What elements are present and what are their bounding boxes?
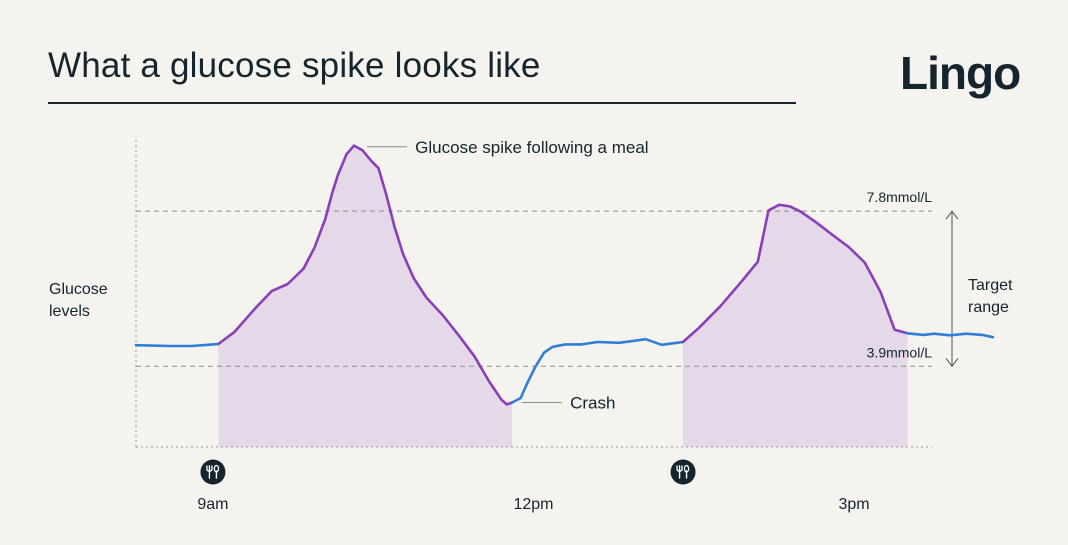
annotation-label-1: Crash (570, 393, 615, 412)
target-range-label-line-1: Target (968, 277, 1013, 294)
fork-knife-icon (670, 459, 696, 485)
target-range-label-line-2: range (968, 299, 1009, 316)
axes-layer: 7.8mmol/L 3.9mmol/L (135, 140, 959, 448)
tick-layer: 9am 12pm 3pm (197, 496, 869, 513)
reference-line-label-1: 3.9mmol/L (867, 344, 933, 360)
spike-fill-layer (218, 145, 908, 447)
target-range-arrow-bottom-head (945, 357, 959, 368)
y-axis-label-line-2: levels (49, 303, 90, 320)
page-title: What a glucose spike looks like (48, 46, 541, 85)
brand-logo: Lingo (900, 47, 1021, 99)
annotation-label-0: Glucose spike following a meal (415, 138, 648, 157)
fork-tines-0 (206, 465, 213, 472)
series-line-spike-3 (681, 203, 909, 344)
y-axis-label: Glucose levels (49, 279, 129, 323)
x-tick-label-0: 9am (197, 496, 228, 513)
target-range-label: Target range (968, 275, 1048, 319)
annotation-layer: Glucose spike following a meal Crash (367, 138, 649, 412)
series-line-normal-0 (134, 342, 220, 348)
series-layer (134, 144, 995, 406)
series-line-normal-2 (510, 337, 685, 404)
meal-icon-circle-0 (200, 459, 226, 485)
spike-area-3 (683, 204, 908, 447)
x-tick-label-2: 3pm (838, 496, 869, 513)
fork-knife-icon (200, 459, 226, 485)
title-underline (48, 102, 796, 104)
reference-line-label-0: 7.8mmol/L (867, 189, 933, 205)
spike-area-1 (218, 145, 513, 447)
knife-blade-0 (213, 464, 220, 473)
x-tick-label-1: 12pm (513, 496, 553, 513)
fork-tines-1 (676, 465, 683, 472)
knife-blade-1 (683, 464, 690, 473)
y-axis-label-line-1: Glucose (49, 281, 108, 298)
meal-marker-layer (200, 459, 696, 485)
series-line-spike-1 (217, 144, 514, 406)
target-range-arrow-top-head (945, 210, 959, 220)
series-line-normal-4 (906, 331, 995, 339)
meal-icon-circle-1 (670, 459, 696, 485)
